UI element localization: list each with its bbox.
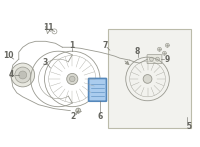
Text: 8: 8: [135, 47, 140, 56]
Text: 9: 9: [165, 55, 170, 64]
Circle shape: [155, 57, 159, 61]
Circle shape: [143, 75, 152, 83]
Text: 11: 11: [43, 23, 54, 32]
FancyBboxPatch shape: [89, 78, 106, 101]
Text: 2: 2: [71, 112, 76, 121]
Circle shape: [69, 76, 75, 82]
Text: 10: 10: [4, 51, 14, 60]
Text: 5: 5: [187, 122, 192, 131]
FancyBboxPatch shape: [147, 55, 162, 64]
Text: 3: 3: [43, 58, 48, 67]
Circle shape: [162, 51, 166, 55]
Circle shape: [19, 71, 27, 79]
Circle shape: [76, 108, 81, 113]
Circle shape: [165, 43, 169, 47]
Circle shape: [15, 67, 31, 83]
Circle shape: [67, 73, 78, 85]
Text: 4: 4: [8, 70, 13, 80]
Circle shape: [157, 47, 161, 51]
Text: 7: 7: [102, 41, 108, 50]
Circle shape: [150, 57, 153, 61]
FancyBboxPatch shape: [108, 29, 191, 128]
Text: 6: 6: [97, 112, 103, 121]
Text: 1: 1: [70, 41, 75, 50]
Circle shape: [11, 63, 35, 87]
